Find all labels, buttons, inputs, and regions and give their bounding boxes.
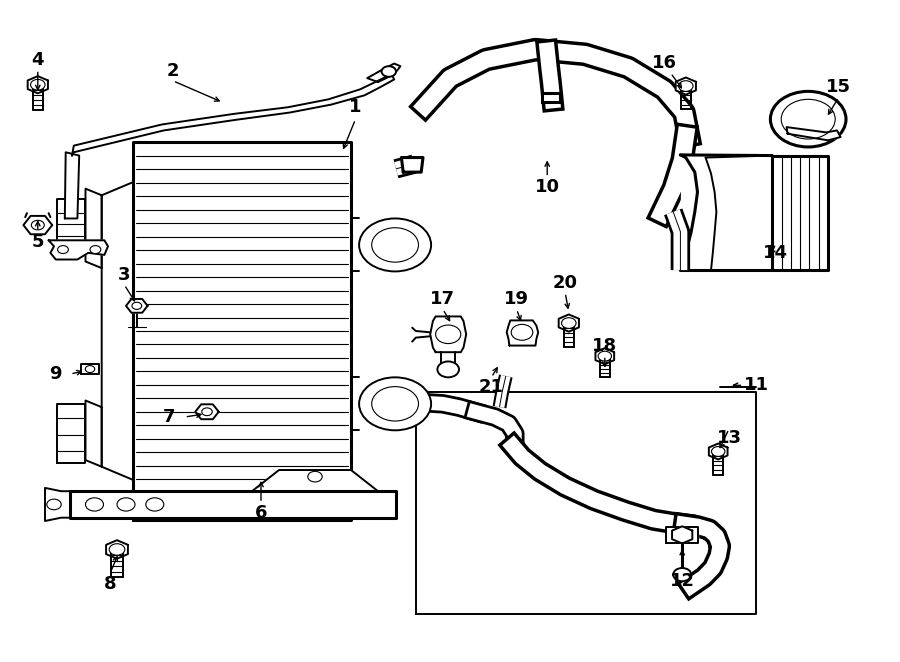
Circle shape xyxy=(58,246,68,254)
Circle shape xyxy=(598,352,611,361)
Polygon shape xyxy=(252,470,378,491)
Polygon shape xyxy=(507,320,538,346)
Circle shape xyxy=(382,66,396,77)
Polygon shape xyxy=(772,156,828,270)
Polygon shape xyxy=(70,491,396,518)
Circle shape xyxy=(132,303,141,309)
Polygon shape xyxy=(28,76,48,93)
Polygon shape xyxy=(676,77,696,95)
Text: 16: 16 xyxy=(652,54,677,72)
Polygon shape xyxy=(367,64,400,82)
Polygon shape xyxy=(86,189,102,268)
Circle shape xyxy=(511,324,533,340)
Polygon shape xyxy=(672,526,692,544)
Text: 3: 3 xyxy=(118,265,130,284)
Circle shape xyxy=(90,246,101,254)
Text: 13: 13 xyxy=(716,429,742,448)
Polygon shape xyxy=(542,93,560,102)
Circle shape xyxy=(32,220,44,230)
Circle shape xyxy=(679,81,693,91)
Circle shape xyxy=(673,568,691,581)
Circle shape xyxy=(202,408,212,416)
Polygon shape xyxy=(49,240,108,260)
Text: 7: 7 xyxy=(163,408,176,426)
Text: 21: 21 xyxy=(479,378,504,397)
Circle shape xyxy=(117,498,135,511)
Text: 14: 14 xyxy=(763,244,788,262)
Circle shape xyxy=(712,447,724,456)
Circle shape xyxy=(562,318,576,328)
Polygon shape xyxy=(195,404,219,419)
Circle shape xyxy=(109,544,125,555)
Polygon shape xyxy=(23,216,52,234)
Polygon shape xyxy=(709,444,727,459)
Polygon shape xyxy=(102,182,133,480)
Text: 10: 10 xyxy=(535,177,560,196)
Polygon shape xyxy=(86,401,102,467)
Circle shape xyxy=(770,91,846,147)
Text: 1: 1 xyxy=(349,98,362,117)
Polygon shape xyxy=(133,142,351,520)
Polygon shape xyxy=(65,152,79,218)
Text: 4: 4 xyxy=(32,50,44,69)
Circle shape xyxy=(31,79,45,90)
Polygon shape xyxy=(72,74,394,156)
Polygon shape xyxy=(430,316,466,352)
Polygon shape xyxy=(45,488,70,521)
Polygon shape xyxy=(81,364,99,374)
Text: 20: 20 xyxy=(553,274,578,293)
Text: 18: 18 xyxy=(592,336,617,355)
Circle shape xyxy=(86,498,104,511)
Text: 12: 12 xyxy=(670,572,695,591)
Text: 17: 17 xyxy=(430,290,455,308)
Circle shape xyxy=(308,471,322,482)
Circle shape xyxy=(86,365,94,373)
Polygon shape xyxy=(57,199,86,248)
Text: 6: 6 xyxy=(255,504,267,522)
Polygon shape xyxy=(680,156,716,270)
Circle shape xyxy=(146,498,164,511)
Polygon shape xyxy=(559,314,579,332)
Polygon shape xyxy=(356,202,436,288)
Polygon shape xyxy=(401,158,423,172)
Polygon shape xyxy=(666,527,698,543)
Text: 9: 9 xyxy=(50,365,62,383)
Polygon shape xyxy=(596,348,614,364)
Circle shape xyxy=(359,218,431,271)
Polygon shape xyxy=(57,404,86,463)
Text: 15: 15 xyxy=(826,78,851,97)
Polygon shape xyxy=(787,127,841,140)
Polygon shape xyxy=(72,74,394,156)
Text: 19: 19 xyxy=(504,290,529,308)
Text: 5: 5 xyxy=(32,232,44,251)
Text: 11: 11 xyxy=(743,376,769,395)
Text: 8: 8 xyxy=(104,575,116,593)
Circle shape xyxy=(436,325,461,344)
Circle shape xyxy=(359,377,431,430)
Circle shape xyxy=(47,499,61,510)
Polygon shape xyxy=(106,540,128,559)
Polygon shape xyxy=(126,299,148,312)
Circle shape xyxy=(437,361,459,377)
Text: 2: 2 xyxy=(166,62,179,80)
Polygon shape xyxy=(416,392,756,614)
